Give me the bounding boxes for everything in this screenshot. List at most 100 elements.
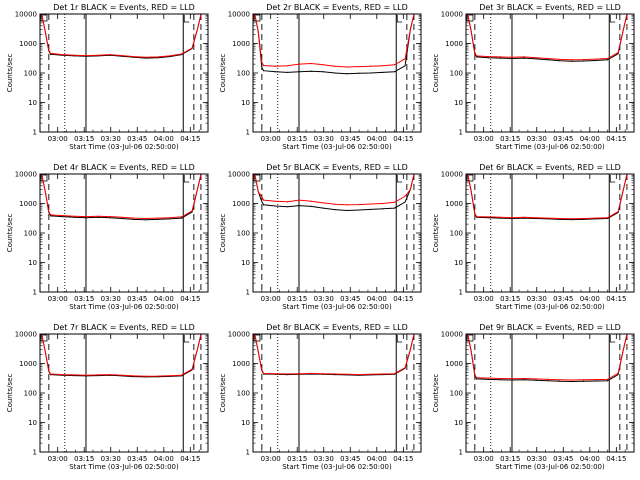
x-tick-label: 03:45 bbox=[127, 135, 147, 143]
x-tick-label: 03:30 bbox=[527, 135, 547, 143]
y-tick-label: 1000 bbox=[445, 360, 463, 368]
data-point bbox=[61, 214, 64, 217]
y-tick-label: 10000 bbox=[15, 331, 37, 339]
y-tick-label: 10000 bbox=[228, 11, 250, 19]
y-tick-label: 1000 bbox=[232, 40, 250, 48]
x-tick-label: 03:00 bbox=[48, 455, 68, 463]
series-line-events bbox=[254, 14, 415, 75]
x-tick-label: 03:00 bbox=[474, 135, 494, 143]
data-point bbox=[121, 54, 123, 57]
data-point bbox=[547, 217, 549, 219]
y-tick-label: 10000 bbox=[228, 171, 250, 179]
data-point bbox=[594, 58, 597, 60]
data-point bbox=[157, 375, 159, 377]
panel-title: Det 1r BLACK = Events, RED = LLD bbox=[53, 3, 195, 12]
data-point bbox=[73, 54, 76, 56]
data-point bbox=[381, 65, 384, 67]
data-point bbox=[381, 373, 384, 375]
panel-det-1: Det 1r BLACK = Events, RED = LLD 1 10 100 10… bbox=[6, 3, 209, 151]
data-point bbox=[523, 56, 525, 58]
corner-marker-left bbox=[40, 14, 48, 22]
y-tick-label: 1 bbox=[459, 289, 463, 297]
data-point bbox=[133, 375, 135, 377]
x-tick-label: 03:45 bbox=[340, 135, 360, 143]
series-line-events bbox=[467, 334, 628, 383]
panel-det-4: Det 4r BLACK = Events, RED = LLD 1 10 100 10… bbox=[6, 163, 209, 311]
data-point bbox=[346, 209, 348, 212]
y-axis-label: Counts/sec bbox=[219, 374, 227, 413]
data-point bbox=[393, 373, 396, 375]
x-tick-label: 03:45 bbox=[127, 455, 147, 463]
data-point bbox=[50, 53, 52, 55]
data-point bbox=[61, 215, 64, 218]
series-line-lld bbox=[254, 174, 415, 206]
data-point bbox=[180, 53, 183, 55]
series-line-lld bbox=[467, 334, 628, 381]
x-tick-label: 04:15 bbox=[180, 295, 200, 303]
data-point bbox=[168, 55, 171, 57]
data-point bbox=[393, 201, 396, 203]
x-tick-label: 03:45 bbox=[553, 135, 573, 143]
data-point bbox=[50, 52, 52, 55]
data-point bbox=[381, 71, 384, 73]
y-tick-label: 1 bbox=[33, 289, 37, 297]
data-point bbox=[334, 65, 336, 67]
data-point bbox=[97, 215, 99, 217]
corner-marker-mid bbox=[183, 15, 190, 23]
data-point bbox=[511, 56, 513, 58]
data-point bbox=[157, 218, 159, 220]
x-tick-label: 04:00 bbox=[580, 455, 600, 463]
x-tick-label: 03:45 bbox=[127, 295, 147, 303]
data-point bbox=[487, 57, 490, 59]
y-tick-label: 100 bbox=[24, 70, 37, 78]
y-axis-label: Counts/sec bbox=[6, 214, 14, 253]
data-point bbox=[393, 207, 396, 209]
series-line-lld bbox=[254, 14, 415, 68]
x-tick-label: 03:45 bbox=[340, 455, 360, 463]
y-tick-label: 1000 bbox=[232, 360, 250, 368]
data-point bbox=[594, 378, 597, 381]
y-tick-label: 1000 bbox=[445, 200, 463, 208]
x-tick-label: 03:30 bbox=[101, 295, 121, 303]
corner-marker-left bbox=[253, 334, 261, 342]
panel-det-9: Det 9r BLACK = Events, RED = LLD 1 10 100 10… bbox=[432, 323, 635, 471]
y-tick-label: 1000 bbox=[19, 40, 37, 48]
data-point bbox=[487, 216, 490, 218]
y-tick-label: 10000 bbox=[441, 171, 463, 179]
data-point bbox=[535, 378, 537, 380]
y-axis-label: Counts/sec bbox=[6, 54, 14, 93]
x-axis-label: Start Time (03-Jul-06 02:50:00) bbox=[495, 463, 605, 471]
data-point bbox=[85, 54, 87, 57]
data-point bbox=[109, 217, 111, 219]
data-point bbox=[535, 58, 537, 60]
data-point bbox=[476, 56, 478, 58]
x-tick-label: 04:15 bbox=[393, 455, 413, 463]
data-point bbox=[523, 379, 525, 381]
data-point bbox=[370, 208, 372, 211]
panel-det-6: Det 6r BLACK = Events, RED = LLD 1 10 100 10… bbox=[432, 163, 635, 311]
data-point bbox=[487, 377, 490, 379]
data-point bbox=[606, 217, 609, 219]
y-tick-label: 1 bbox=[459, 129, 463, 137]
data-point bbox=[476, 378, 478, 380]
data-point bbox=[322, 202, 324, 204]
data-point bbox=[606, 59, 609, 61]
data-point bbox=[393, 64, 396, 66]
data-point bbox=[547, 380, 549, 382]
data-point bbox=[85, 217, 87, 219]
corner-marker-left bbox=[466, 174, 474, 182]
series-line-events bbox=[41, 334, 202, 378]
x-tick-label: 03:15 bbox=[74, 455, 94, 463]
data-point bbox=[310, 205, 312, 207]
y-tick-label: 10 bbox=[241, 259, 250, 267]
data-point bbox=[487, 378, 490, 380]
y-tick-label: 100 bbox=[450, 70, 463, 78]
x-axis-label: Start Time (03-Jul-06 02:50:00) bbox=[69, 303, 179, 311]
data-point bbox=[133, 55, 135, 58]
data-point bbox=[547, 378, 549, 380]
y-tick-label: 100 bbox=[24, 230, 37, 238]
x-tick-label: 04:00 bbox=[367, 295, 387, 303]
series-line-events bbox=[467, 174, 628, 221]
data-point bbox=[298, 204, 300, 207]
